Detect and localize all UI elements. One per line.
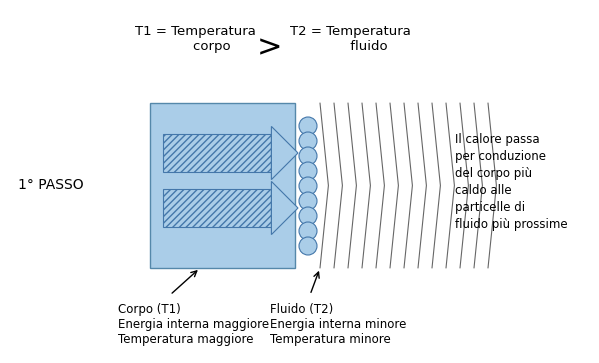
- Circle shape: [299, 162, 317, 180]
- Text: Corpo (T1)
Energia interna maggiore
Temperatura maggiore: Corpo (T1) Energia interna maggiore Temp…: [118, 303, 269, 346]
- Circle shape: [299, 147, 317, 165]
- Circle shape: [299, 237, 317, 255]
- Text: Fluido (T2)
Energia interna minore
Temperatura minore: Fluido (T2) Energia interna minore Tempe…: [270, 303, 406, 346]
- Text: T2 = Temperatura
         fluido: T2 = Temperatura fluido: [289, 25, 410, 53]
- Polygon shape: [271, 182, 298, 234]
- Bar: [150, 103, 295, 268]
- Circle shape: [299, 132, 317, 150]
- Polygon shape: [271, 126, 298, 180]
- Circle shape: [299, 177, 317, 195]
- Text: >: >: [257, 33, 283, 62]
- Circle shape: [299, 207, 317, 225]
- Circle shape: [299, 222, 317, 240]
- Text: T1 = Temperatura
        corpo: T1 = Temperatura corpo: [135, 25, 255, 53]
- Text: Il calore passa
per conduzione
del corpo più
caldo alle
particelle di
fluido più: Il calore passa per conduzione del corpo…: [455, 133, 568, 231]
- Circle shape: [299, 117, 317, 135]
- Text: 1° PASSO: 1° PASSO: [18, 178, 84, 192]
- Bar: [163, 134, 271, 172]
- Circle shape: [299, 192, 317, 210]
- Bar: [163, 189, 271, 227]
